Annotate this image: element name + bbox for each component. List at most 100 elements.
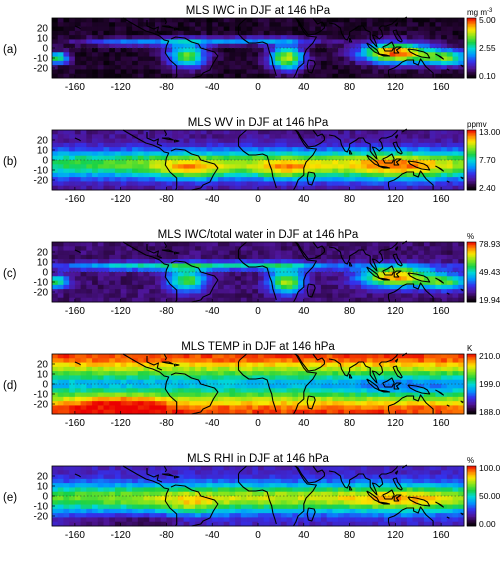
heatmap-cell (114, 384, 122, 389)
heatmap-cell (429, 48, 436, 53)
heatmap-cell (355, 151, 362, 157)
heatmap-cell (395, 60, 402, 66)
heatmap-cell (86, 409, 93, 415)
heatmap-cell (309, 483, 316, 488)
heatmap-cell (195, 466, 202, 471)
heatmap-cell (435, 388, 442, 393)
heatmap-cell (435, 155, 442, 161)
heatmap-cell (212, 470, 219, 475)
heatmap-cell (383, 384, 391, 389)
heatmap-cell (120, 491, 127, 497)
heatmap-cell (195, 487, 202, 493)
heatmap-cell (137, 52, 144, 57)
heatmap-cell (366, 181, 373, 187)
heatmap-cell (458, 69, 465, 75)
heatmap-cell (412, 60, 419, 66)
heatmap-cell (120, 263, 127, 269)
heatmap-cell (120, 293, 127, 299)
heatmap-cell (63, 289, 70, 294)
heatmap-cell (435, 384, 442, 389)
heatmap-cell (372, 142, 379, 148)
heatmap-cell (69, 474, 76, 480)
heatmap-cell (114, 147, 122, 152)
heatmap-cell (189, 254, 196, 260)
heatmap-cell (303, 470, 310, 475)
x-tick-label: 160 (433, 418, 450, 429)
heatmap-cell (286, 130, 293, 135)
heatmap-cell (229, 478, 236, 484)
colorbar-segment (467, 36, 476, 38)
heatmap-cell (143, 267, 150, 273)
heatmap-cell (80, 250, 87, 256)
heatmap-cell (206, 151, 213, 157)
heatmap-cell (435, 52, 442, 57)
heatmap-cell (132, 155, 139, 161)
x-tick-label: -120 (111, 194, 131, 205)
panel-label: (e) (3, 492, 17, 504)
colorbar-segment (467, 254, 476, 256)
heatmap-cell (217, 134, 225, 139)
heatmap-cell (378, 246, 385, 251)
heatmap-cell (458, 26, 465, 32)
heatmap-cell (252, 151, 259, 157)
colorbar-segment (467, 157, 476, 159)
heatmap-cell (303, 160, 310, 165)
heatmap-cell (372, 254, 379, 260)
heatmap-cell (332, 52, 339, 57)
heatmap-cell (446, 379, 453, 385)
heatmap-cell (326, 293, 333, 299)
heatmap-cell (332, 185, 339, 191)
colorbar-segment (467, 300, 476, 303)
heatmap-cell (292, 168, 299, 174)
heatmap-cell (315, 18, 322, 23)
heatmap-cell (200, 401, 207, 406)
heatmap-cell (172, 280, 179, 286)
heatmap-cell (446, 48, 453, 53)
heatmap-cell (52, 284, 59, 290)
heatmap-cell (97, 30, 104, 36)
heatmap-cell (200, 168, 207, 174)
heatmap-cell (189, 371, 196, 376)
heatmap-cell (326, 478, 333, 484)
heatmap-cell (429, 147, 436, 152)
heatmap-cell (361, 43, 368, 49)
heatmap-cell (229, 375, 236, 381)
heatmap-cell (246, 52, 253, 57)
heatmap-cell (74, 263, 82, 269)
heatmap-cell (160, 470, 167, 475)
heatmap-cell (229, 181, 236, 187)
heatmap-cell (183, 134, 190, 139)
heatmap-cell (149, 280, 156, 286)
heatmap-cell (395, 164, 402, 169)
heatmap-cell (418, 483, 425, 488)
coastline (435, 277, 444, 284)
heatmap-cell (383, 470, 391, 475)
heatmap-cell (423, 147, 431, 152)
y-tick-label: 10 (37, 370, 49, 381)
heatmap-cell (435, 280, 442, 286)
heatmap-cell (195, 254, 202, 260)
heatmap-cell (280, 69, 288, 75)
heatmap-cell (189, 272, 196, 277)
heatmap-cell (149, 375, 156, 381)
colorbar-tick-label: 5.00 (479, 15, 496, 25)
heatmap-cell (137, 164, 144, 169)
heatmap-cell (280, 35, 288, 40)
heatmap-cell (183, 272, 190, 277)
heatmap-cell (383, 142, 391, 148)
heatmap-cell (160, 483, 167, 488)
heatmap-cell (423, 362, 431, 368)
heatmap-cell (155, 284, 162, 290)
heatmap-cell (103, 470, 110, 475)
heatmap-cell (223, 272, 230, 277)
heatmap-cell (114, 52, 122, 57)
x-tick-label: -160 (65, 82, 85, 93)
colorbar-segment (467, 408, 476, 410)
heatmap-cell (80, 254, 87, 260)
heatmap-cell (74, 466, 82, 471)
heatmap-cell (418, 254, 425, 260)
coastline (378, 53, 391, 57)
heatmap-cell (292, 185, 299, 191)
heatmap-cell (412, 242, 419, 247)
heatmap-cell (395, 401, 402, 406)
